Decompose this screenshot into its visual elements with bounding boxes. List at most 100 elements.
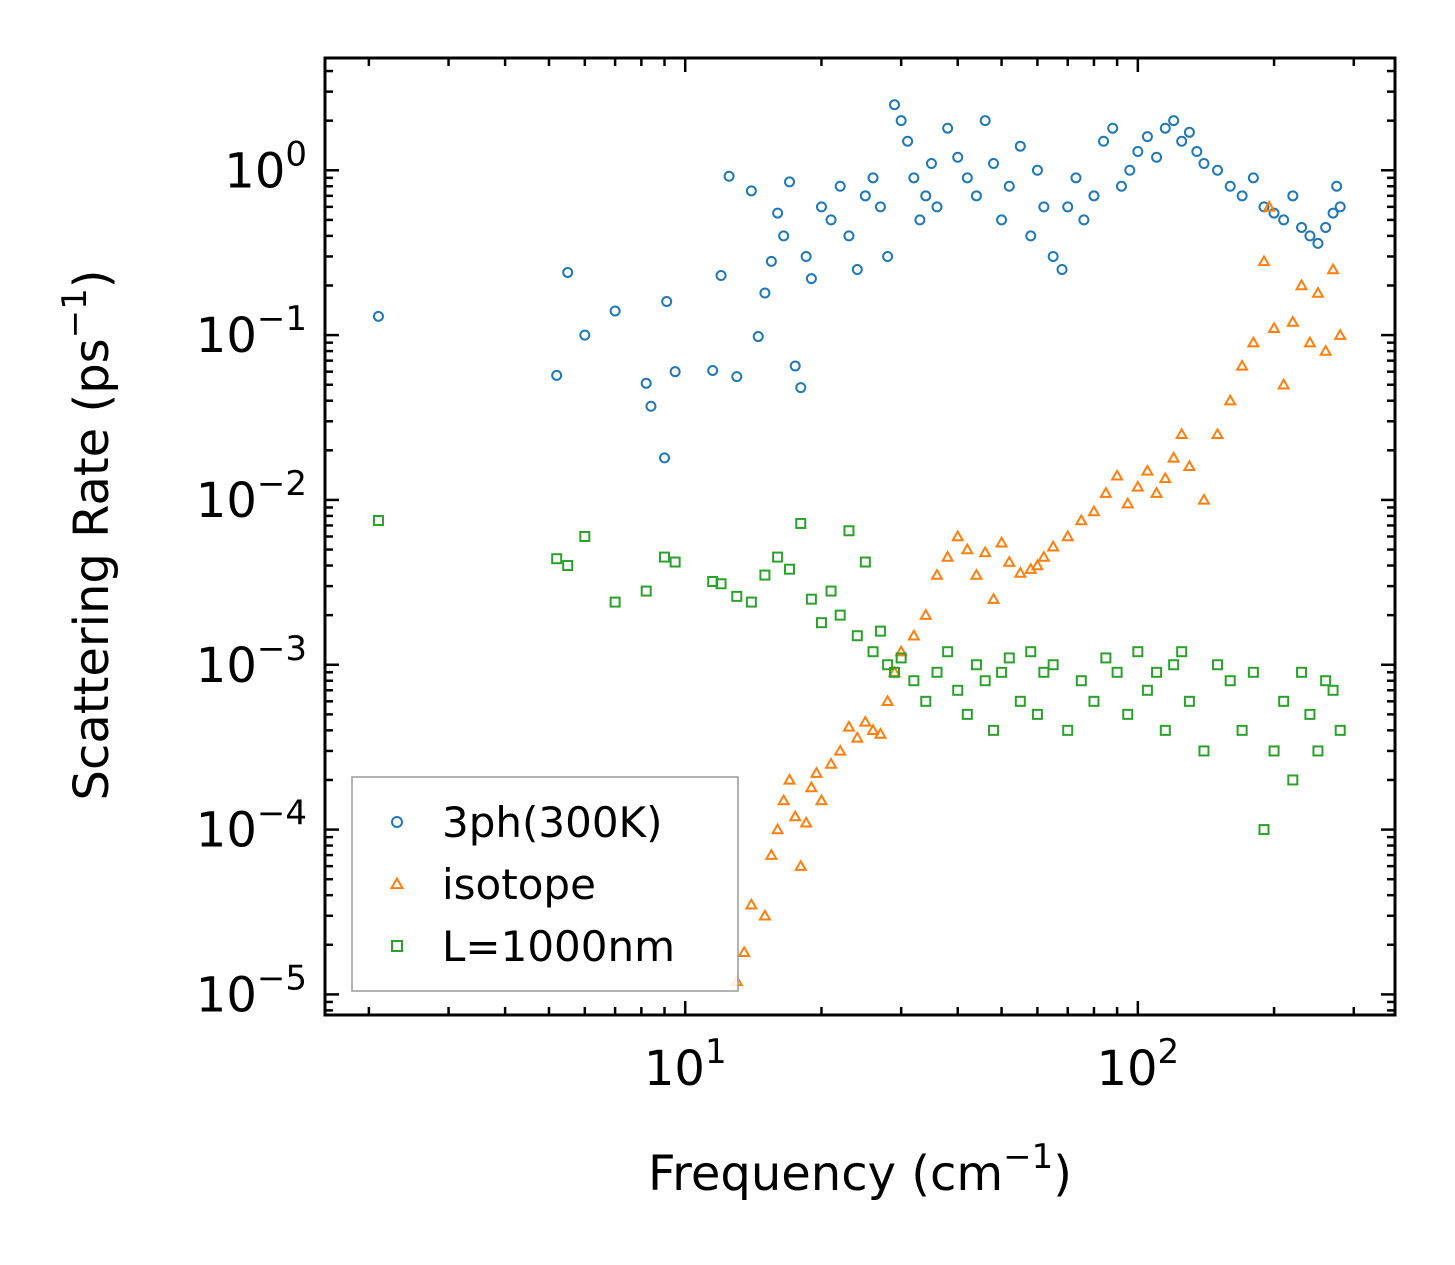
- data-point: [723, 170, 735, 182]
- data-point: [1062, 201, 1074, 213]
- y-tick-label: 10−3: [196, 629, 307, 694]
- axes: 101 102 100 10−1 10−2 10−3 10−4 10−5: [196, 56, 1397, 1097]
- data-point: [908, 172, 920, 184]
- data-point: [745, 596, 757, 608]
- data-point: [979, 115, 991, 127]
- data-point: [895, 652, 907, 664]
- data-point: [1191, 146, 1203, 158]
- data-point: [873, 727, 888, 739]
- data-point: [931, 666, 943, 678]
- data-point: [1003, 652, 1015, 664]
- data-point: [1212, 659, 1224, 671]
- data-point: [1268, 207, 1280, 219]
- data-point: [1312, 237, 1324, 249]
- data-point: [843, 525, 855, 537]
- data-point: [1183, 126, 1195, 138]
- data-point: [986, 592, 1001, 604]
- data-point: [834, 609, 846, 621]
- data-point: [952, 684, 964, 696]
- data-point: [1246, 335, 1261, 348]
- data-point: [800, 250, 812, 262]
- data-point: [859, 556, 871, 568]
- data-point: [731, 590, 743, 602]
- data-point: [776, 793, 791, 806]
- data-point: [907, 628, 921, 641]
- data-point: [834, 180, 846, 192]
- data-point: [579, 531, 591, 542]
- data-point: [866, 723, 880, 736]
- data-point: [799, 815, 813, 828]
- data-point: [1037, 550, 1051, 562]
- data-point: [931, 201, 943, 213]
- data-point: [579, 329, 591, 341]
- data-point: [1046, 539, 1060, 552]
- data-point: [640, 585, 652, 597]
- data-point: [1099, 486, 1113, 498]
- data-point: [1100, 652, 1112, 664]
- data-point: [1331, 180, 1343, 192]
- data-point: [759, 287, 771, 299]
- data-point: [551, 369, 563, 381]
- data-point: [1312, 745, 1324, 757]
- data-point: [1296, 666, 1308, 678]
- data-point: [1087, 504, 1101, 517]
- data-point: [1014, 695, 1026, 707]
- data-point: [759, 569, 771, 581]
- data-point: [1333, 328, 1347, 340]
- data-point: [1286, 315, 1300, 327]
- data-point: [908, 675, 920, 687]
- data-point: [1175, 427, 1189, 440]
- data-point: [920, 190, 932, 202]
- data-point: [1224, 180, 1236, 192]
- y-tick-label: 10−1: [196, 299, 307, 364]
- data-point: [659, 551, 671, 563]
- data-point: [1098, 135, 1110, 147]
- data-point: [850, 730, 864, 743]
- data-point: [1111, 666, 1123, 678]
- data-point: [1320, 221, 1332, 233]
- y-tick-label: 100: [224, 134, 307, 199]
- data-point: [940, 550, 955, 562]
- data-point: [996, 666, 1008, 678]
- data-point: [1296, 221, 1308, 233]
- data-point: [784, 563, 796, 575]
- data-point: [842, 719, 856, 732]
- data-point: [788, 809, 802, 822]
- data-point: [894, 644, 908, 657]
- data-point: [1247, 172, 1259, 184]
- data-point: [1088, 695, 1100, 707]
- y-tick-label: 10−5: [196, 958, 307, 1023]
- data-point: [804, 780, 819, 793]
- y-tick-label: 10−4: [196, 794, 307, 859]
- data-point: [815, 617, 827, 629]
- data-point: [1236, 724, 1248, 736]
- data-point: [1168, 659, 1180, 671]
- data-point: [669, 366, 681, 378]
- legend-entry: L=1000nm: [442, 922, 675, 971]
- data-point: [1158, 471, 1172, 484]
- legend-marker: [389, 876, 405, 890]
- data-point: [1210, 427, 1225, 440]
- data-point: [1070, 172, 1082, 184]
- data-point: [1182, 459, 1197, 472]
- data-point: [1320, 675, 1332, 687]
- data-point: [1122, 708, 1134, 720]
- data-point: [1031, 708, 1043, 720]
- data-point: [1168, 115, 1180, 127]
- data-point: [942, 122, 954, 134]
- data-point: [895, 115, 907, 127]
- data-point: [867, 646, 879, 658]
- data-point: [794, 859, 808, 871]
- data-point: [1278, 695, 1290, 707]
- data-point: [833, 743, 847, 756]
- data-point: [882, 250, 894, 262]
- data-point: [1268, 745, 1280, 757]
- data-point: [1287, 190, 1299, 202]
- data-point: [930, 568, 944, 580]
- data-point: [609, 305, 621, 317]
- data-point: [1318, 344, 1333, 356]
- data-point: [988, 724, 1000, 736]
- data-point: [640, 377, 652, 389]
- data-point: [645, 400, 657, 412]
- data-point: [1304, 230, 1316, 242]
